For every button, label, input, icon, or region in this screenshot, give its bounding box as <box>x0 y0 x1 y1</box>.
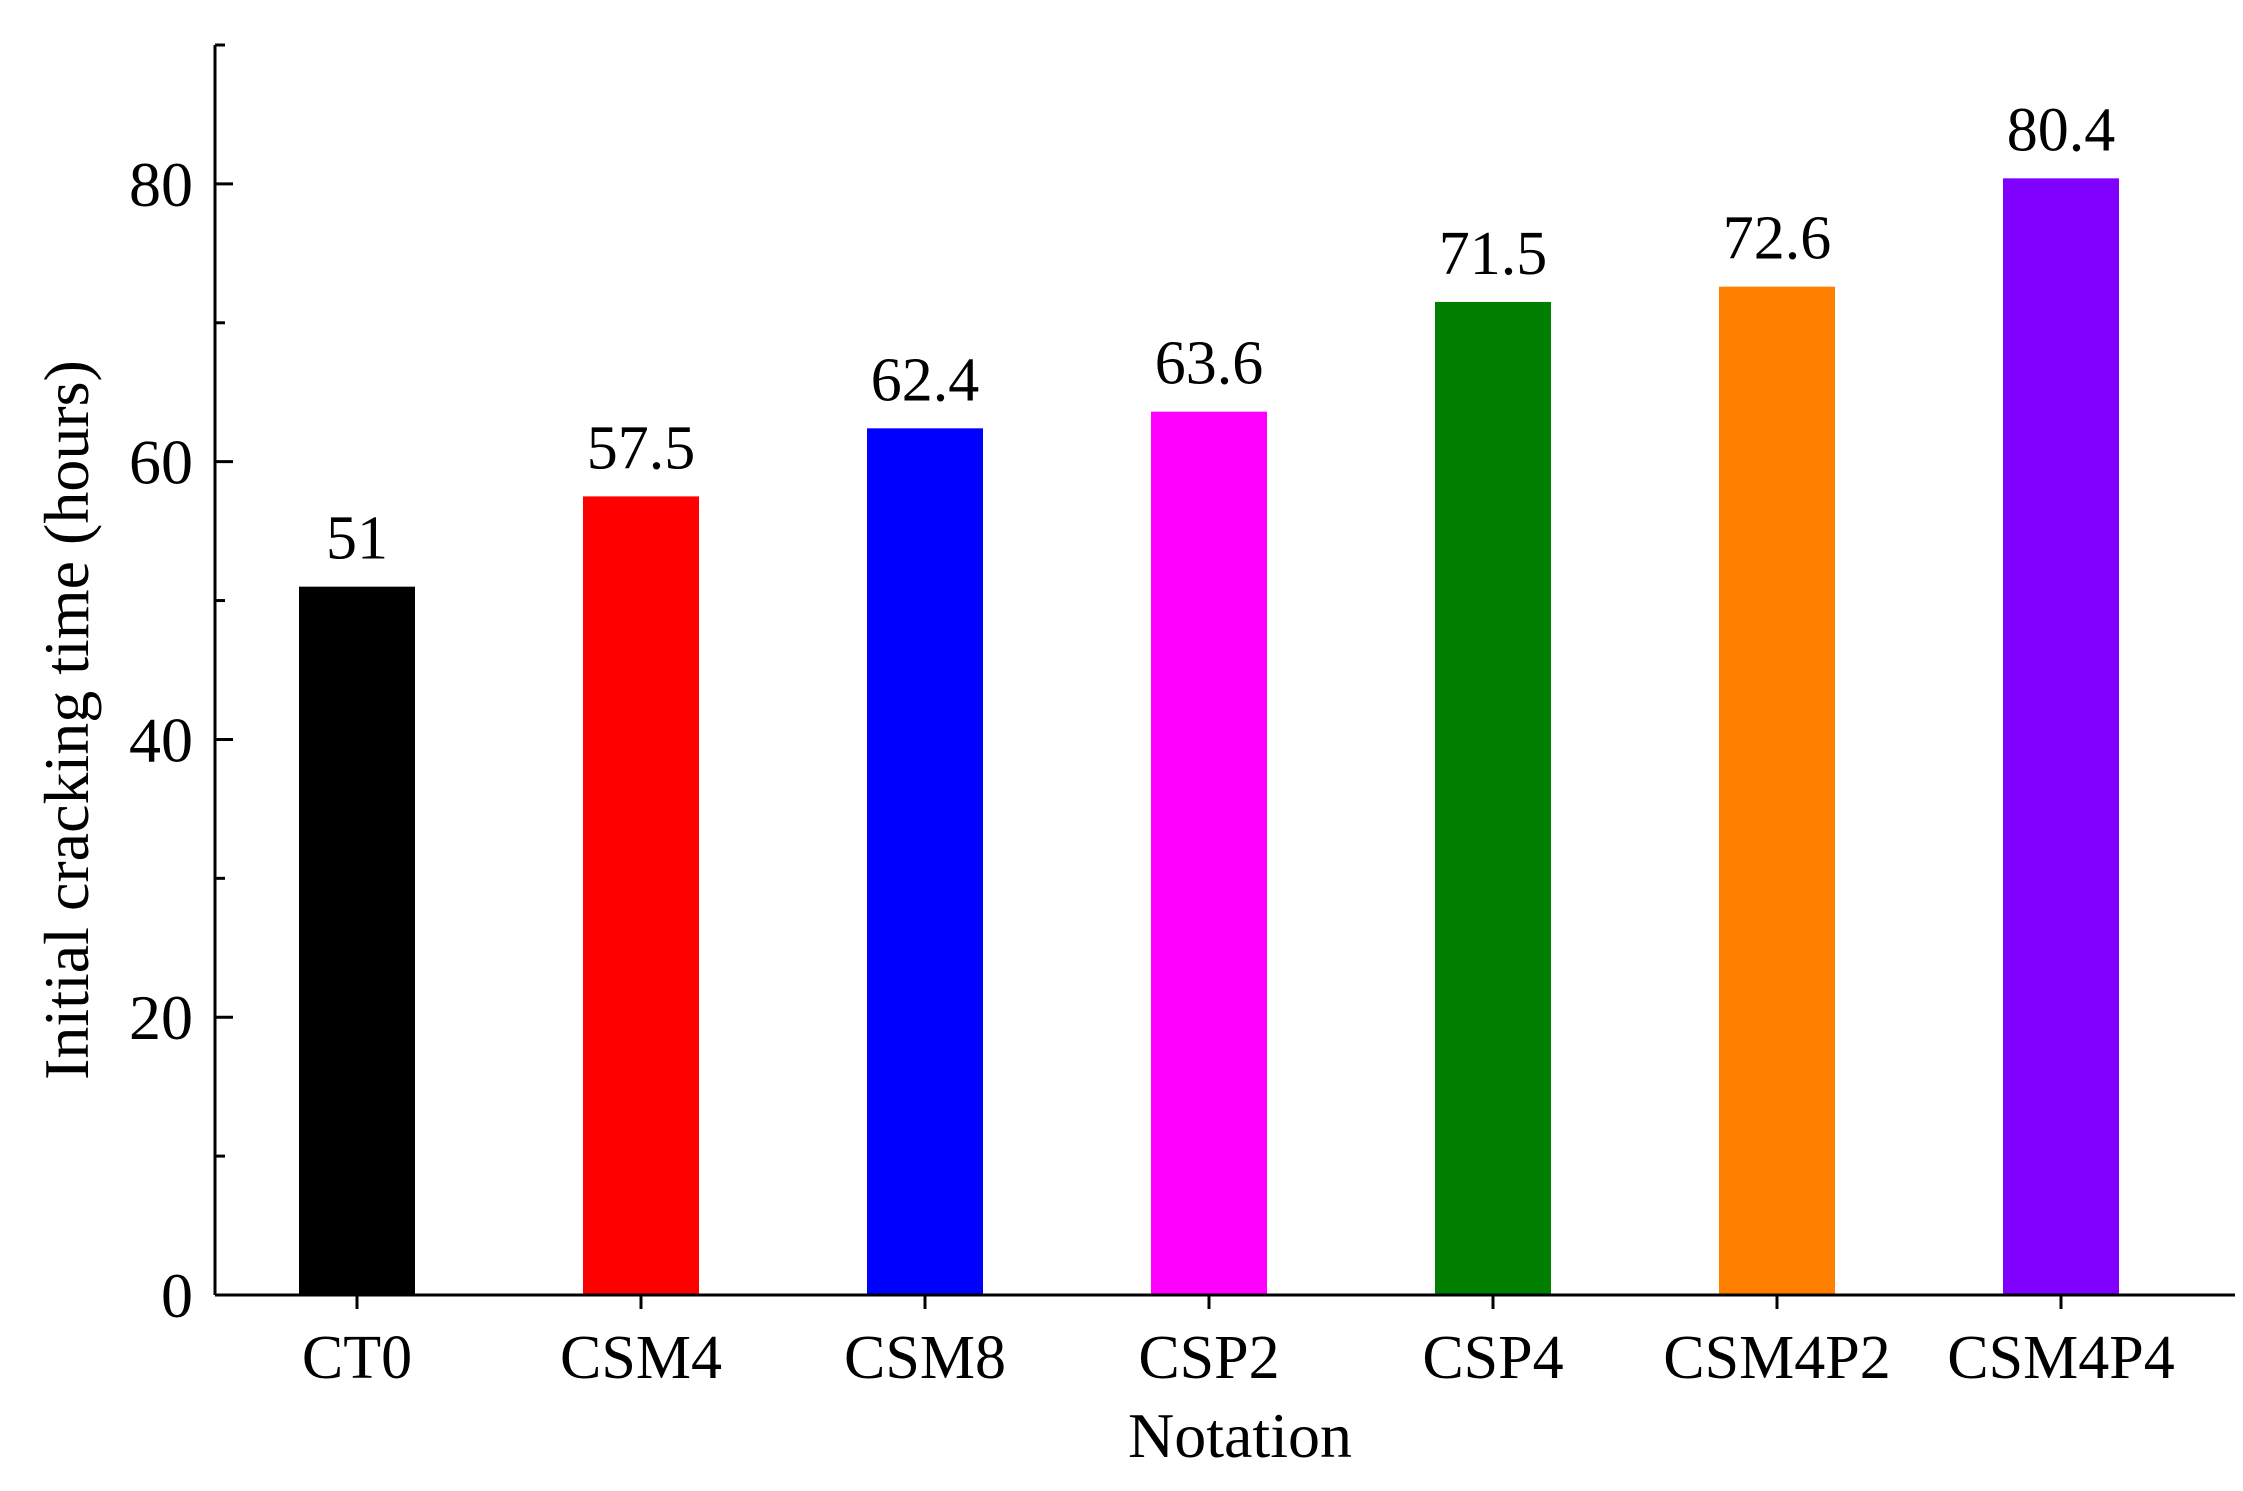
x-tick-label-csm4: CSM4 <box>560 1324 722 1392</box>
x-tick-label-csm4p4: CSM4P4 <box>1947 1324 2174 1392</box>
bar-csm8 <box>867 428 983 1295</box>
bar-csm4p2 <box>1719 286 1835 1296</box>
axes-layer <box>213 45 2235 1297</box>
y-tick-labels-layer: 0 20 40 60 80 <box>129 149 193 1331</box>
y-tick-label: 80 <box>129 149 193 220</box>
x-tick-label-csp4: CSP4 <box>1422 1324 1563 1392</box>
data-label-csp4: 71.5 <box>1439 220 1548 288</box>
x-ticks-layer <box>355 1295 2063 1309</box>
bar-ct0 <box>299 586 415 1295</box>
x-tick-label-ct0: CT0 <box>302 1324 412 1392</box>
data-label-csm8: 62.4 <box>871 346 980 414</box>
bars-layer <box>299 178 2119 1296</box>
bar-csm4p4 <box>2003 178 2119 1295</box>
x-tick-label-csm4p2: CSM4P2 <box>1663 1324 1890 1392</box>
y-tick-label: 20 <box>129 982 193 1053</box>
y-axis-title: Initial cracking time (hours) <box>31 360 102 1080</box>
x-tick-label-csm8: CSM8 <box>844 1324 1006 1392</box>
bar-csp2 <box>1151 411 1267 1296</box>
x-tick-label-csp2: CSP2 <box>1138 1324 1279 1392</box>
bar-csp4 <box>1435 301 1551 1295</box>
data-label-ct0: 51 <box>326 505 388 573</box>
y-tick-label: 60 <box>129 427 193 498</box>
x-axis-title: Notation <box>1128 1400 1352 1471</box>
y-tick-label: 0 <box>161 1260 193 1331</box>
y-ticks-layer <box>215 43 233 1297</box>
y-tick-label: 40 <box>129 704 193 775</box>
data-label-csm4p4: 80.4 <box>2007 96 2116 164</box>
data-label-csp2: 63.6 <box>1155 330 1264 398</box>
data-label-csm4: 57.5 <box>587 414 696 482</box>
category-labels-layer: CT0 CSM4 CSM8 CSP2 CSP4 CSM4P2 CSM4P4 <box>302 1324 2175 1392</box>
data-label-csm4p2: 72.6 <box>1723 205 1832 273</box>
bar-csm4 <box>583 496 699 1295</box>
data-labels-layer: 51 57.5 62.4 63.6 71.5 72.6 80.4 <box>326 96 2115 572</box>
